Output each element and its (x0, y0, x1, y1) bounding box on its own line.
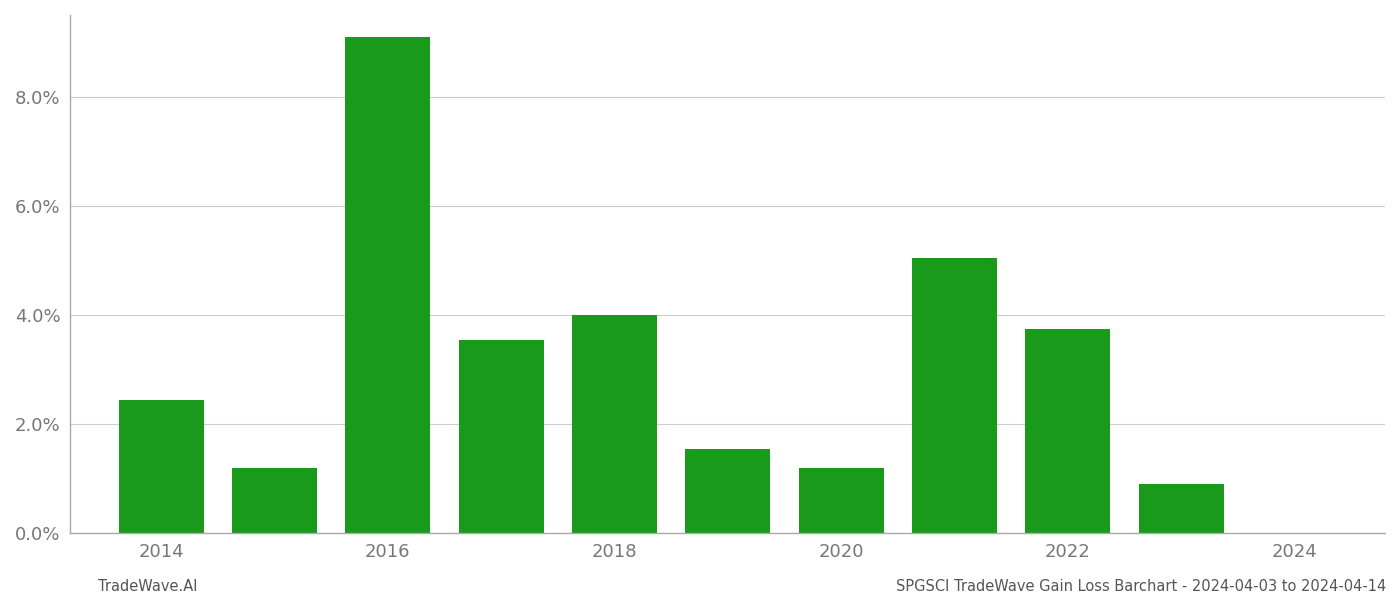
Bar (346, 37, 430, 533)
Bar (571, 315, 657, 533)
Bar (1138, 484, 1224, 533)
Bar (1025, 329, 1110, 533)
Bar (232, 468, 316, 533)
Text: TradeWave.AI: TradeWave.AI (98, 579, 197, 594)
Text: SPGSCI TradeWave Gain Loss Barchart - 2024-04-03 to 2024-04-14: SPGSCI TradeWave Gain Loss Barchart - 20… (896, 579, 1386, 594)
Bar (119, 400, 203, 533)
Bar (911, 258, 997, 533)
Bar (685, 449, 770, 533)
Bar (798, 468, 883, 533)
Bar (459, 340, 543, 533)
